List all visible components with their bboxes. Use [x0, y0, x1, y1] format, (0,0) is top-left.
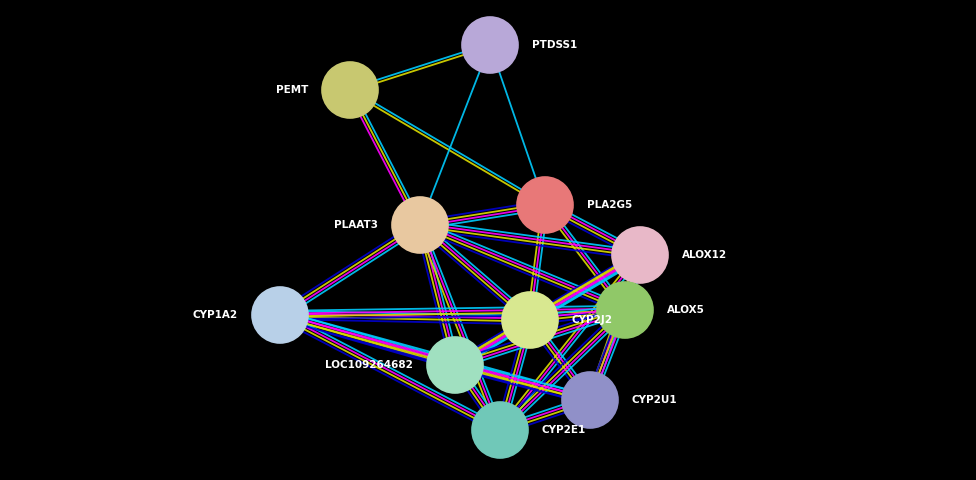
Text: ALOX5: ALOX5: [667, 305, 705, 315]
Text: CYP2U1: CYP2U1: [632, 395, 677, 405]
Circle shape: [462, 17, 518, 73]
Text: PLAAT3: PLAAT3: [334, 220, 378, 230]
Circle shape: [252, 287, 308, 343]
Circle shape: [392, 197, 448, 253]
Circle shape: [427, 337, 483, 393]
Circle shape: [562, 372, 618, 428]
Circle shape: [612, 227, 668, 283]
Text: LOC109264682: LOC109264682: [325, 360, 413, 370]
Circle shape: [502, 292, 558, 348]
Text: PLA2G5: PLA2G5: [587, 200, 632, 210]
Circle shape: [322, 62, 378, 118]
Circle shape: [517, 177, 573, 233]
Text: ALOX12: ALOX12: [682, 250, 727, 260]
Text: CYP2E1: CYP2E1: [542, 425, 587, 435]
Text: PTDSS1: PTDSS1: [532, 40, 577, 50]
Text: CYP2J2: CYP2J2: [572, 315, 613, 325]
Circle shape: [597, 282, 653, 338]
Text: CYP1A2: CYP1A2: [193, 310, 238, 320]
Circle shape: [472, 402, 528, 458]
Text: PEMT: PEMT: [275, 85, 308, 95]
